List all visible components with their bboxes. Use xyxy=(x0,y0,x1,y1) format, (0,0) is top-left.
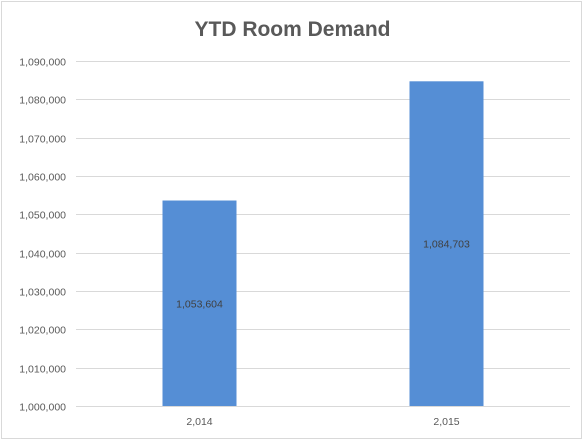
x-axis-tick-labels: 2,014 2,015 xyxy=(186,416,459,428)
chart-title: YTD Room Demand xyxy=(194,18,391,41)
data-labels: 1,053,604 1,084,703 xyxy=(176,239,470,311)
y-tick-label: 1,040,000 xyxy=(19,249,66,261)
y-tick-label: 1,090,000 xyxy=(19,57,66,69)
data-label: 1,053,604 xyxy=(176,298,223,310)
bar-2014 xyxy=(162,200,237,406)
bars xyxy=(162,81,484,406)
y-tick-label: 1,080,000 xyxy=(19,95,66,107)
x-tick-label: 2,014 xyxy=(186,416,212,428)
y-tick-label: 1,010,000 xyxy=(19,364,66,376)
x-tick-label: 2,015 xyxy=(433,416,459,428)
bar-2015 xyxy=(409,81,484,406)
y-tick-label: 1,030,000 xyxy=(19,287,66,299)
y-axis-tick-labels: 1,000,000 1,010,000 1,020,000 1,030,000 1,04… xyxy=(19,57,66,414)
y-tick-label: 1,020,000 xyxy=(19,325,66,337)
y-tick-label: 1,050,000 xyxy=(19,210,66,222)
y-tick-label: 1,000,000 xyxy=(19,402,66,414)
y-tick-label: 1,060,000 xyxy=(19,172,66,184)
data-label: 1,084,703 xyxy=(423,239,470,251)
y-tick-label: 1,070,000 xyxy=(19,134,66,146)
gridlines xyxy=(76,61,570,407)
